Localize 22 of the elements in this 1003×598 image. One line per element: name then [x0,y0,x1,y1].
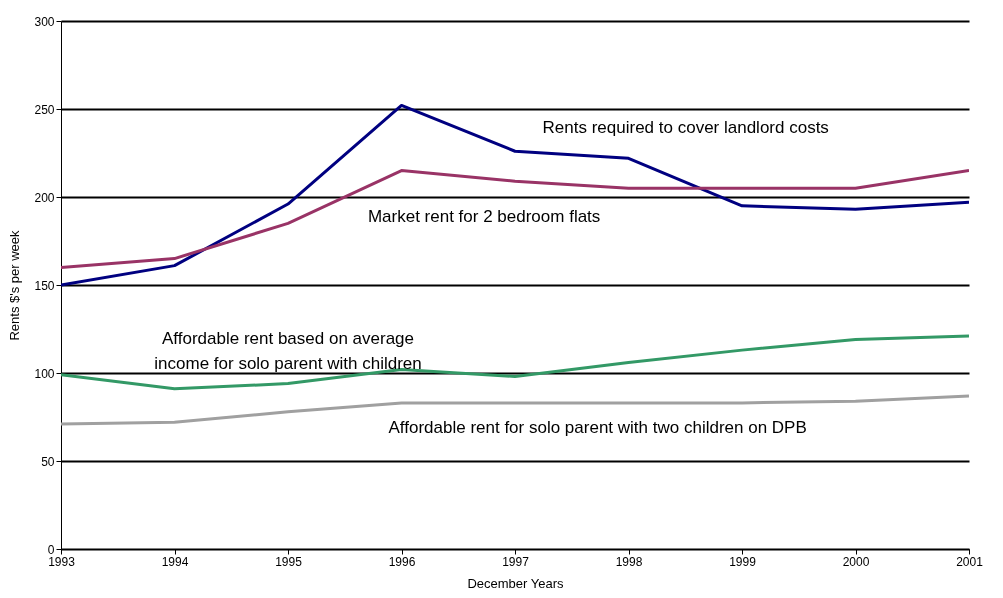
x-tick-label: 1998 [615,554,643,569]
annotation: Affordable rent based on average income for solo parent with children [154,329,422,374]
y-tick-label: 50 [41,454,55,469]
y-tick-label: 300 [34,14,55,29]
y-tick-label: 0 [47,542,55,557]
x-tick-label: 1995 [275,554,303,569]
x-tick-label: 2001 [956,554,984,569]
x-tick-label: 2000 [842,554,870,569]
y-tick-label: 100 [34,366,55,381]
x-tick-label: 1999 [729,554,757,569]
x-tick-label: 1993 [48,554,76,569]
y-tick-label: 200 [34,190,55,205]
x-tick-label: 1994 [161,554,189,569]
y-tick-label: 250 [34,102,55,117]
annotation: Market rent for 2 bedroom flats [367,207,601,227]
y-tick-label: 150 [34,278,55,293]
x-tick-label: 1997 [502,554,530,569]
annotation: Rents required to cover landlord costs [542,118,829,138]
y-axis-title: Rents $'s per week [7,229,23,341]
annotation: Affordable rent for solo parent with two children on DPB [388,417,807,437]
x-axis-title: December Years [467,575,565,591]
x-tick-label: 1996 [388,554,416,569]
